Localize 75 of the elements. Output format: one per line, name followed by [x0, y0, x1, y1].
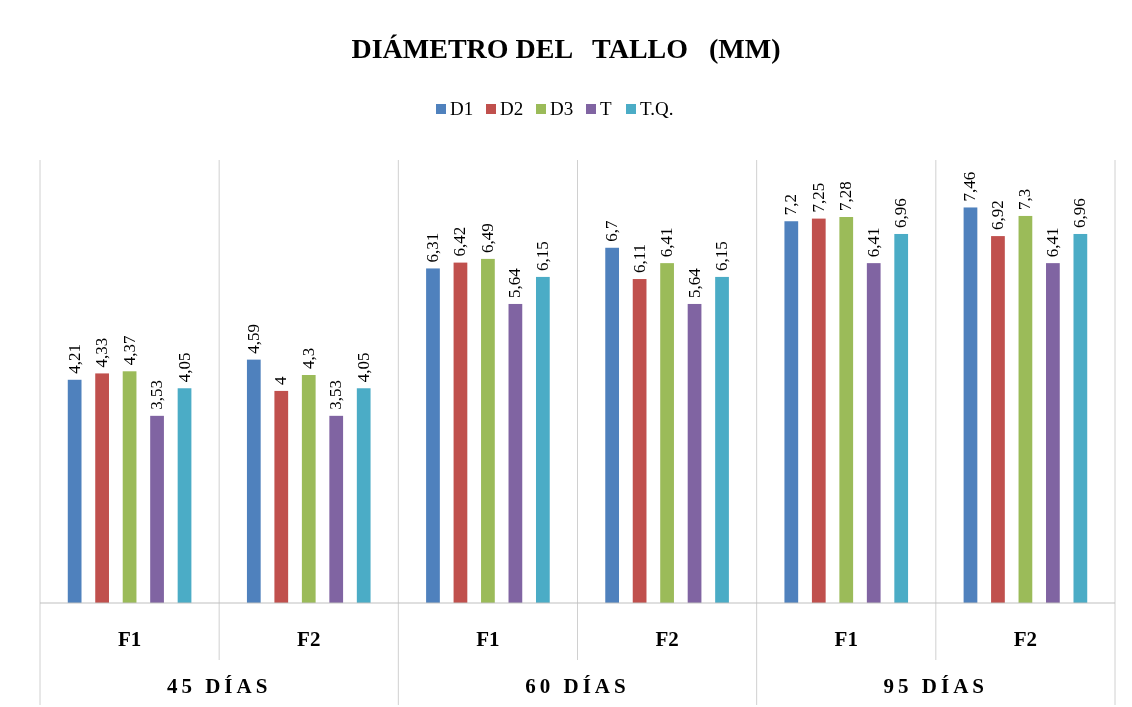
bar — [839, 217, 854, 603]
data-label: 7,3 — [1015, 188, 1035, 210]
data-label: 4,3 — [298, 347, 318, 370]
data-label: 5,64 — [505, 267, 525, 298]
data-label: 4,05 — [353, 352, 373, 383]
bar — [687, 303, 702, 603]
x-tick-label: F1 — [834, 627, 858, 651]
data-label: 6,31 — [422, 232, 442, 263]
data-label: 6,41 — [1042, 227, 1062, 258]
data-label: 4 — [271, 375, 291, 385]
text: 45 DÍAS — [166, 674, 272, 698]
data-label: 4,05 — [174, 352, 194, 383]
bar — [784, 221, 799, 603]
bar — [1018, 215, 1033, 603]
data-label: 3,53 — [147, 380, 167, 410]
data-label: 6,11 — [629, 243, 649, 274]
chart-title: DIÁMETRO DEL TALLO (MM) — [351, 33, 781, 64]
bar — [481, 258, 495, 603]
bar — [963, 207, 978, 603]
legend-label: D1 — [450, 98, 474, 119]
data-label: 6,7 — [602, 220, 622, 242]
data-label: 4,59 — [243, 323, 263, 354]
bar — [246, 359, 261, 603]
data-label: 3,53 — [326, 380, 346, 410]
data-label: 4,21 — [64, 344, 84, 374]
bar — [329, 415, 344, 603]
data-label: 4,37 — [119, 335, 139, 366]
data-label: 7,28 — [836, 181, 856, 212]
data-label: 5,64 — [684, 267, 704, 298]
data-label: 6,42 — [450, 226, 470, 257]
data-label: 6,41 — [657, 227, 677, 258]
x-tick-label: F1 — [117, 627, 142, 651]
bar — [301, 375, 316, 603]
legend-label: D3 — [550, 98, 574, 119]
bar — [453, 262, 468, 603]
bar — [1046, 263, 1060, 603]
data-label: 6,92 — [987, 200, 1007, 231]
data-label: 6,15 — [532, 241, 552, 271]
bar — [508, 303, 523, 603]
bar — [1073, 233, 1088, 603]
bar — [535, 276, 550, 603]
bar — [122, 371, 137, 603]
bar — [991, 236, 1005, 603]
x-tick-label: F2 — [655, 627, 679, 651]
x-tick-label: F2 — [297, 627, 321, 651]
text: 95 DÍAS — [883, 674, 989, 698]
data-label: 4,33 — [92, 337, 112, 368]
text: 60 DÍAS — [525, 674, 630, 698]
x-tick-label: F1 — [476, 627, 500, 651]
data-label: 7,25 — [808, 182, 828, 213]
bar — [894, 233, 909, 603]
data-label: 6,49 — [477, 223, 497, 253]
bar — [356, 388, 371, 603]
bar — [715, 276, 729, 603]
data-label: 7,46 — [960, 171, 980, 202]
data-label: 6,15 — [712, 241, 732, 271]
bar — [660, 263, 674, 603]
bar — [67, 379, 82, 603]
legend-label: T.Q. — [640, 98, 674, 119]
bar — [605, 247, 620, 603]
data-label: 6,96 — [1070, 198, 1090, 228]
bar — [426, 268, 440, 603]
x-tick-label: F2 — [1013, 627, 1038, 651]
bar — [274, 390, 289, 603]
data-label: 6,96 — [891, 198, 911, 228]
bar — [177, 388, 192, 603]
bar — [95, 373, 109, 603]
legend-label: D2 — [500, 98, 524, 119]
bar — [866, 263, 881, 603]
legend-label: T — [600, 98, 612, 119]
data-label: 6,41 — [863, 227, 883, 258]
bar — [811, 218, 826, 603]
bar — [150, 415, 164, 603]
bar — [632, 279, 647, 603]
data-label: 7,2 — [781, 194, 801, 216]
